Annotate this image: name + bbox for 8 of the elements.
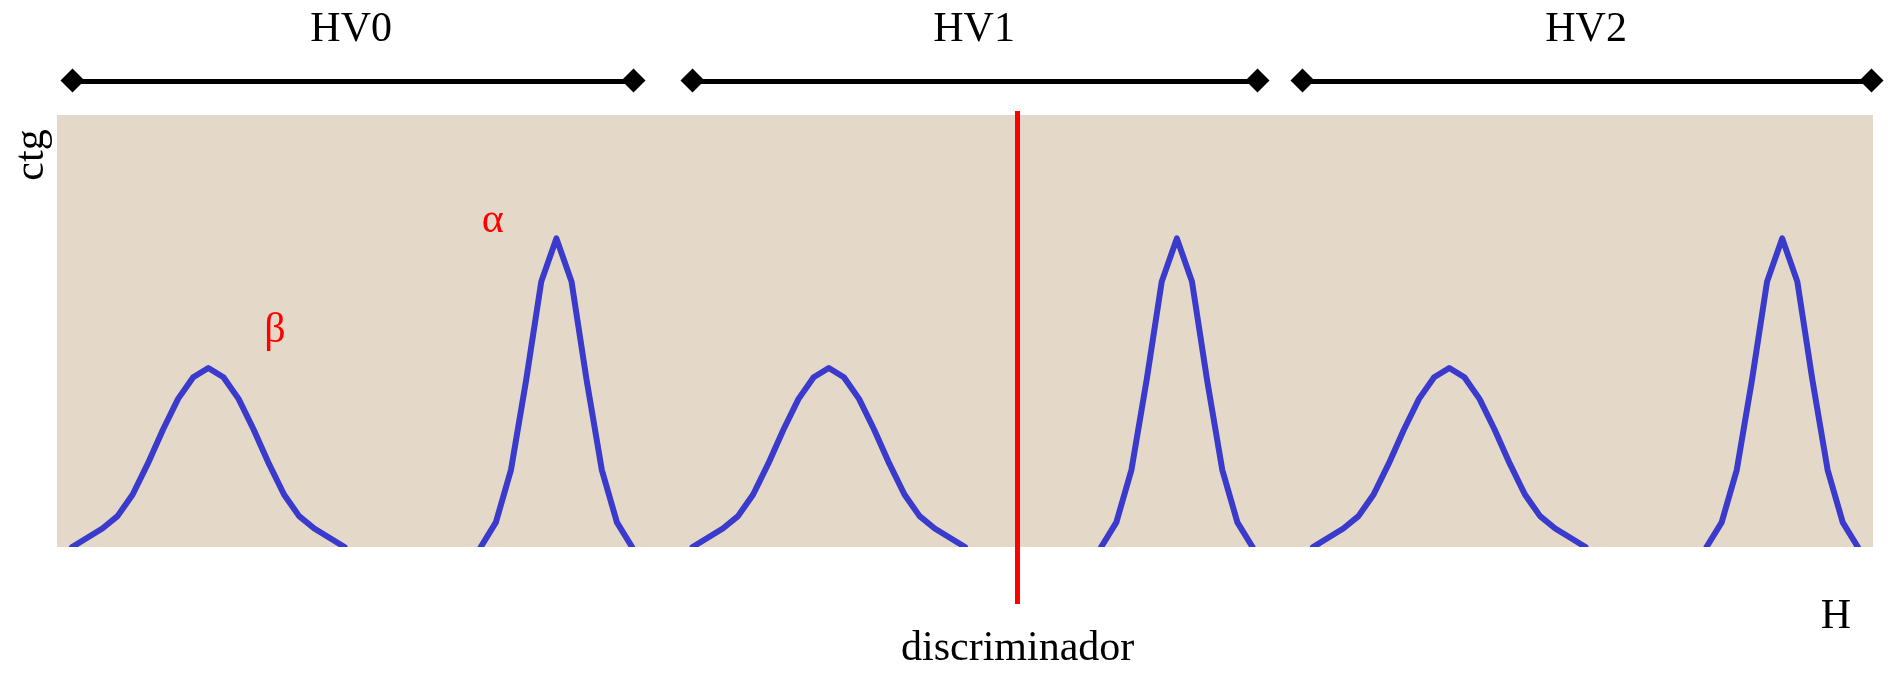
text: HV2 <box>1545 4 1627 51</box>
text: discriminador <box>901 623 1135 670</box>
annotation: α <box>481 194 504 241</box>
text: HV1 <box>933 4 1015 51</box>
x-axis-title: H <box>1820 591 1852 638</box>
y-axis-title: ctg <box>6 129 53 181</box>
annotation: β <box>264 305 286 352</box>
text: HV0 <box>310 4 393 51</box>
